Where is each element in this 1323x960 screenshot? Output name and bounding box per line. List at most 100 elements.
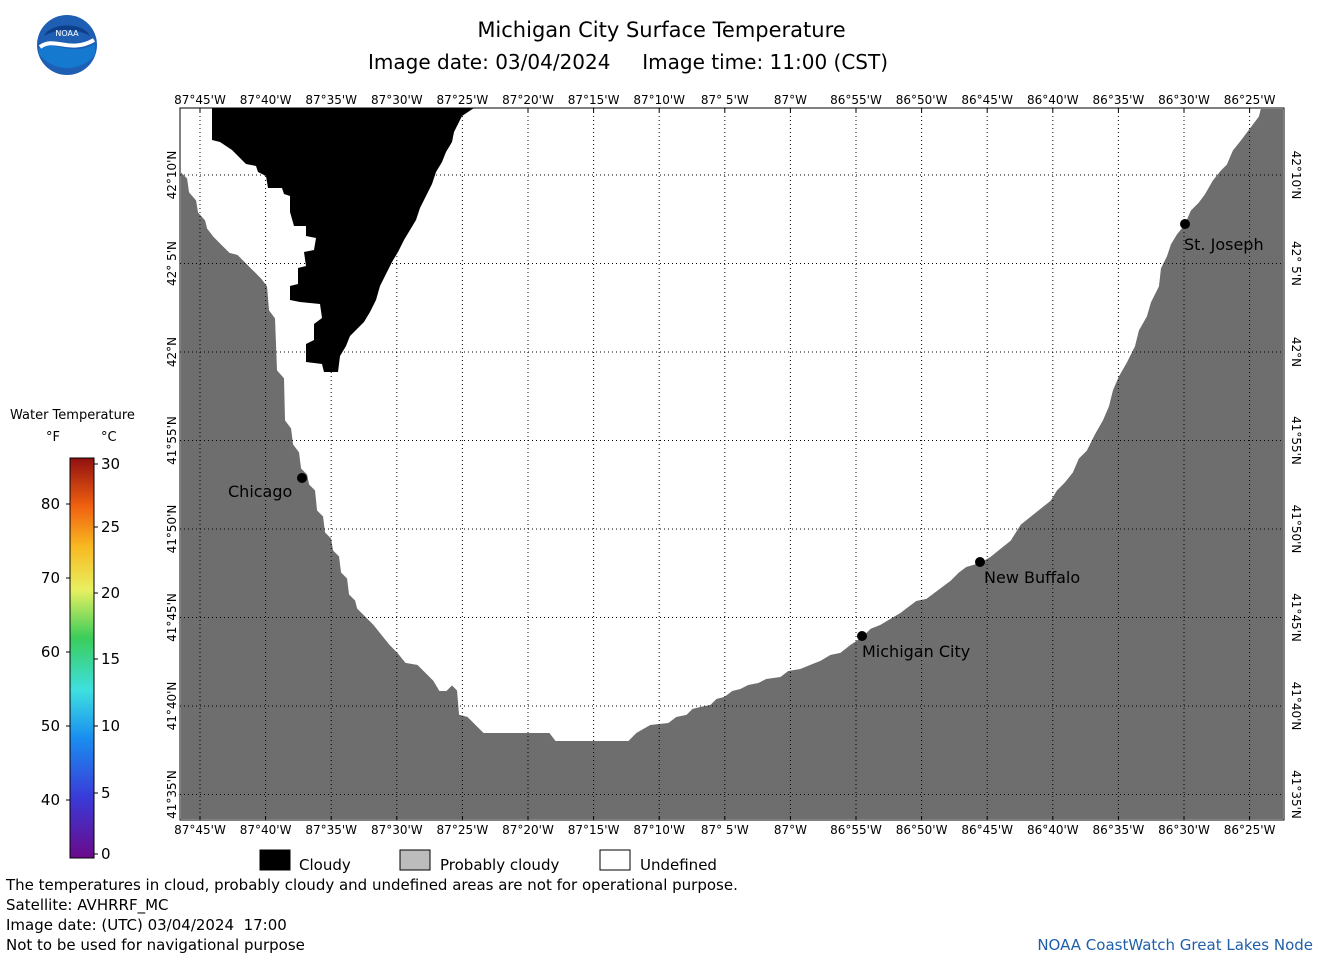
note-navigation: Not to be used for navigational purpose (6, 936, 305, 954)
lat-label: 42°10'N (1289, 151, 1303, 200)
city-label-chicago: Chicago (228, 482, 292, 501)
lon-label: 86°25'W (1224, 93, 1276, 107)
lon-label: 87°45'W (174, 823, 226, 837)
f-tick-label: 60 (41, 643, 60, 661)
lon-label: 87°20'W (502, 93, 554, 107)
c-tick-label: 25 (101, 518, 120, 536)
lon-label: 86°50'W (896, 823, 948, 837)
lat-label: 41°40'N (1289, 682, 1303, 731)
lat-label: 41°45'N (165, 593, 179, 642)
lon-label: 87°35'W (305, 823, 357, 837)
lon-label: 87°W (774, 823, 807, 837)
cloudy-label: Cloudy (299, 856, 351, 874)
legend-unit-fahrenheit: °F (46, 430, 60, 445)
lat-label: 41°35'N (1289, 770, 1303, 819)
land-area (179, 107, 1285, 821)
michigan-city-marker (857, 631, 867, 641)
c-tick-label: 0 (101, 845, 111, 863)
lon-label: 87°W (774, 93, 807, 107)
new-buffalo-marker (975, 557, 985, 567)
temperature-colorbar (69, 457, 95, 859)
lon-label: 87°15'W (568, 823, 620, 837)
lat-label: 41°40'N (165, 682, 179, 731)
latitude-labels-left: 42°10'N 42° 5'N 42°N 41°55'N 41°50'N 41°45'N 4… (165, 151, 179, 819)
colorbar-celsius-ticks: 30 25 20 15 10 5 0 (94, 455, 120, 863)
cloud-area (212, 108, 474, 372)
f-tick-label: 50 (41, 717, 60, 735)
st-joseph-marker (1180, 219, 1190, 229)
c-tick-label: 5 (101, 784, 111, 802)
cloudy-swatch (259, 849, 291, 871)
c-tick-label: 30 (101, 455, 120, 473)
lon-label: 87°10'W (633, 93, 685, 107)
lon-label: 87°40'W (240, 823, 292, 837)
lat-label: 41°50'N (1289, 505, 1303, 554)
lon-label: 86°35'W (1093, 93, 1145, 107)
lon-label: 87°30'W (371, 823, 423, 837)
map-title: Michigan City Surface Temperature (477, 18, 846, 42)
lon-label: 87°25'W (437, 823, 489, 837)
lon-label: 87°20'W (502, 823, 554, 837)
noaa-logo-icon: NOAA (37, 15, 97, 75)
legend-title: Water Temperature (10, 408, 135, 423)
colorbar-fahrenheit-ticks: 80 70 60 50 40 (41, 495, 70, 809)
lon-label: 86°40'W (1027, 93, 1079, 107)
lat-label: 41°35'N (165, 770, 179, 819)
lat-label: 41°55'N (165, 416, 179, 465)
chicago-marker (297, 473, 307, 483)
lon-label: 87°40'W (240, 93, 292, 107)
image-date: Image date: 03/04/2024 (368, 50, 611, 74)
probably-cloudy-swatch (399, 849, 431, 871)
lon-label: 87°30'W (371, 93, 423, 107)
lon-label: 87° 5'W (701, 93, 749, 107)
lat-label: 42°N (1289, 337, 1303, 367)
undefined-label: Undefined (640, 856, 717, 874)
longitude-labels-bottom: 87°45'W 87°40'W 87°35'W 87°30'W 87°25'W 87°20… (174, 823, 1275, 837)
lat-label: 42° 5'N (1289, 241, 1303, 286)
lon-label: 86°25'W (1224, 823, 1276, 837)
lon-label: 86°40'W (1027, 823, 1079, 837)
c-tick-label: 10 (101, 717, 120, 735)
lon-label: 86°55'W (830, 93, 882, 107)
lon-label: 86°35'W (1093, 823, 1145, 837)
lon-label: 86°45'W (961, 93, 1013, 107)
lon-label: 87°45'W (174, 93, 226, 107)
graticule-grid (180, 108, 1284, 820)
lat-label: 42° 5'N (165, 241, 179, 286)
lat-label: 41°45'N (1289, 593, 1303, 642)
city-label-new-buffalo: New Buffalo (984, 568, 1080, 587)
note-satellite: Satellite: AVHRRF_MC (6, 896, 169, 914)
probably-cloudy-label: Probably cloudy (440, 856, 559, 874)
f-tick-label: 70 (41, 569, 60, 587)
lon-label: 86°30'W (1158, 93, 1210, 107)
note-utc-date: Image date: (UTC) 03/04/2024 17:00 (6, 916, 287, 934)
latitude-labels-right: 42°10'N 42° 5'N 42°N 41°55'N 41°50'N 41°45'N 4… (1289, 151, 1303, 819)
image-time: Image time: 11:00 (CST) (642, 50, 889, 74)
lon-label: 86°30'W (1158, 823, 1210, 837)
image-date-time: Image date: 03/04/2024 Image time: 11:00… (368, 50, 888, 74)
lat-label: 41°55'N (1289, 416, 1303, 465)
lon-label: 87°25'W (437, 93, 489, 107)
note-operational: The temperatures in cloud, probably clou… (6, 876, 738, 894)
c-tick-label: 20 (101, 584, 120, 602)
city-label-st-joseph: St. Joseph (1184, 235, 1264, 254)
lon-label: 87°35'W (305, 93, 357, 107)
c-tick-label: 15 (101, 650, 120, 668)
longitude-labels-top: 87°45'W 87°40'W 87°35'W 87°30'W 87°25'W 87°20… (174, 93, 1275, 107)
lon-label: 87°10'W (633, 823, 685, 837)
city-label-michigan-city: Michigan City (862, 642, 970, 661)
legend-unit-celsius: °C (101, 430, 117, 445)
credit-link[interactable]: NOAA CoastWatch Great Lakes Node (1037, 936, 1313, 954)
lat-label: 41°50'N (165, 505, 179, 554)
svg-text:NOAA: NOAA (55, 29, 79, 38)
lon-label: 87°15'W (568, 93, 620, 107)
undefined-swatch (599, 849, 631, 871)
lon-label: 87° 5'W (701, 823, 749, 837)
lon-label: 86°55'W (830, 823, 882, 837)
f-tick-label: 80 (41, 495, 60, 513)
lon-label: 86°45'W (961, 823, 1013, 837)
f-tick-label: 40 (41, 791, 60, 809)
lat-label: 42°10'N (165, 151, 179, 200)
lat-label: 42°N (165, 337, 179, 367)
